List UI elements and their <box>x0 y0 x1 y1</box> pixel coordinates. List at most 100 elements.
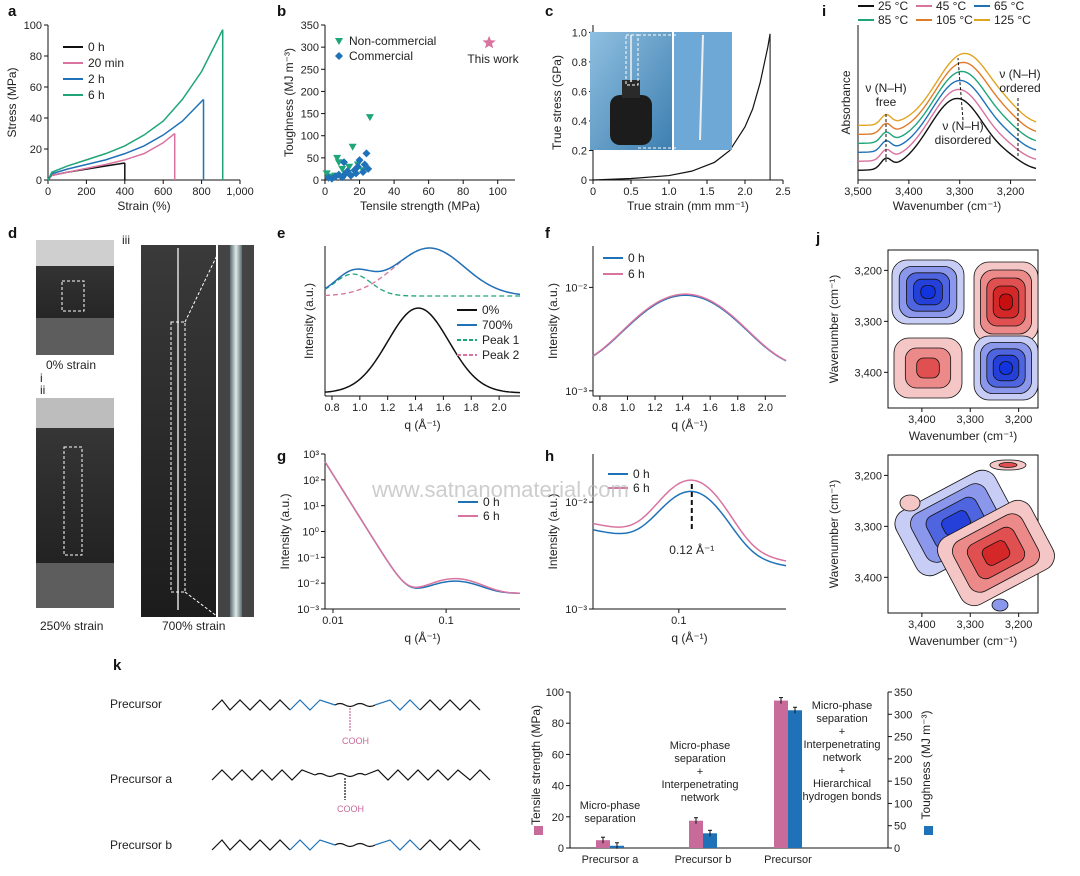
f-xtick-label: 1.8 <box>730 402 745 414</box>
panel-letter-c: c <box>545 3 553 20</box>
b-point <box>365 114 374 122</box>
k-y2tick-label: 250 <box>894 732 912 744</box>
k-ylabel: Tensile strength (MPa) <box>529 705 543 825</box>
cooh-label: COOH <box>342 736 369 746</box>
b-point <box>362 149 371 158</box>
k-xtick-label: Precursor a <box>582 854 640 866</box>
k-annotation: + <box>697 766 703 778</box>
b-legend-marker <box>335 52 343 60</box>
k-annotation: separation <box>674 753 725 765</box>
a-legend-label: 0 h <box>88 40 105 54</box>
k-ytick-label: 60 <box>552 749 564 761</box>
b-point-star <box>482 35 496 49</box>
k-annotation: Hierarchical <box>813 778 871 790</box>
b-legend-label: Non-commercial <box>349 34 436 48</box>
b-legend-label: Commercial <box>349 49 413 63</box>
b-xtick-label: 40 <box>388 186 400 198</box>
a-legend-label: 6 h <box>88 88 105 102</box>
e-legend-label: Peak 1 <box>482 333 520 347</box>
i-xtick-label: 3,200 <box>997 186 1025 198</box>
i-series-4 <box>857 61 1037 136</box>
k-annotation: + <box>839 726 845 738</box>
panel-letter-a: a <box>8 3 17 20</box>
g-ytick-label: 10⁰ <box>302 527 319 539</box>
c-ylabel: True stress (GPa) <box>550 55 564 150</box>
k-y2tick-label: 200 <box>894 754 912 766</box>
panel-letter-e: e <box>277 225 285 242</box>
g-legend-label: 6 h <box>483 509 500 523</box>
a-ytick-label: 20 <box>30 144 42 156</box>
chart-f: 0.8 1.0 1.2 1.4 1.6 1.8 2.0 10⁻³ 10⁻² q (Å⁻¹) Inte… <box>546 246 787 432</box>
g-xtick-label: 0.01 <box>322 615 343 627</box>
k-annotation: hydrogen bonds <box>803 791 882 803</box>
b-point <box>340 158 348 167</box>
k-annotation: network <box>681 792 720 804</box>
j-contour-blue <box>991 598 1009 612</box>
b-point <box>348 143 357 151</box>
j-xtick-label: 3,200 <box>1005 619 1033 631</box>
g-ylabel: Intensity (a.u.) <box>278 493 292 569</box>
i-annotation: disordered <box>935 133 992 147</box>
panel-letter-d: d <box>8 225 17 242</box>
f-ylabel: Intensity (a.u.) <box>546 283 560 359</box>
k-ytick-label: 20 <box>552 812 564 824</box>
j-xlabel-0: Wavenumber (cm⁻¹) <box>909 429 1018 443</box>
e-xtick-label: 2.0 <box>491 402 506 414</box>
c-ytick-label: 1.0 <box>572 27 587 39</box>
h-ytick-label: 10⁻² <box>565 497 587 509</box>
c-xtick-label: 1.5 <box>699 186 714 198</box>
caption-iii: iii <box>122 233 130 247</box>
c-ytick-label: 0 <box>581 175 587 187</box>
i-legend-label: 45 °C <box>936 0 966 13</box>
g-ytick-label: 10³ <box>303 449 319 461</box>
j-xtick-label: 3,400 <box>908 414 936 426</box>
f-ytick-label: 10⁻² <box>565 282 587 294</box>
j-ytick-label: 3,300 <box>854 521 882 533</box>
k-annotation: Micro-phase <box>670 740 731 752</box>
b-point <box>333 154 342 162</box>
j-ytick-label: 3,300 <box>854 316 882 328</box>
h-ylabel: Intensity (a.u.) <box>546 493 560 569</box>
f-series-1 <box>592 293 787 362</box>
k-y2label-swatch <box>924 826 933 835</box>
h-series-0 <box>592 490 787 567</box>
b-point <box>364 164 373 173</box>
c-ytick-label: 0.8 <box>572 57 587 69</box>
c-xtick-label: 2.0 <box>737 186 752 198</box>
a-xtick-label: 800 <box>192 186 210 198</box>
f-series-0 <box>592 294 787 362</box>
c-xtick-label: 0.5 <box>623 186 638 198</box>
chart-j: 3,400 3,400 3,300 3,300 3,200 3,200 Wavenumber… <box>827 249 1055 648</box>
i-xlabel: Wavenumber (cm⁻¹) <box>893 199 1002 213</box>
chart-a: 0 200 400 600 800 1,000 0 20 40 60 80 100 Strain (%)… <box>5 20 254 213</box>
k-annotation: + <box>839 765 845 777</box>
a-xlabel: Strain (%) <box>117 199 170 213</box>
k-annotation: Interpenetrating <box>803 739 880 751</box>
b-ytick-label: 100 <box>301 131 319 143</box>
k-ylabel-swatch <box>534 826 543 835</box>
h-xlabel: q (Å⁻¹) <box>671 630 707 645</box>
caption-0-strain: 0% strain <box>46 358 96 372</box>
a-ytick-label: 60 <box>30 82 42 94</box>
c-xlabel: True strain (mm mm⁻¹) <box>627 199 749 213</box>
e-series-3 <box>324 247 521 297</box>
j-xtick-label: 3,300 <box>956 619 984 631</box>
f-xlabel: q (Å⁻¹) <box>671 417 707 432</box>
k-y2label: Toughness (MJ m⁻³) <box>919 710 933 819</box>
b-ytick-label: 150 <box>301 109 319 121</box>
i-series-1 <box>857 88 1037 162</box>
f-xtick-label: 2.0 <box>758 402 773 414</box>
g-xtick-label: 0.1 <box>438 615 453 627</box>
c-series-0 <box>592 33 771 181</box>
watermark: www.satnanomaterial.com <box>371 477 629 502</box>
b-ylabel: Toughness (MJ m⁻³) <box>282 48 296 157</box>
j-ytick-label: 3,200 <box>854 470 882 482</box>
chemical-structures: Precursor Precursor a Precursor b COOH C… <box>110 697 491 852</box>
panel-letter-i: i <box>822 3 826 20</box>
a-xtick-label: 600 <box>154 186 172 198</box>
g-series-1 <box>324 461 521 595</box>
k-bar <box>596 840 610 848</box>
e-xtick-label: 1.0 <box>352 402 367 414</box>
b-xtick-label: 80 <box>457 186 469 198</box>
